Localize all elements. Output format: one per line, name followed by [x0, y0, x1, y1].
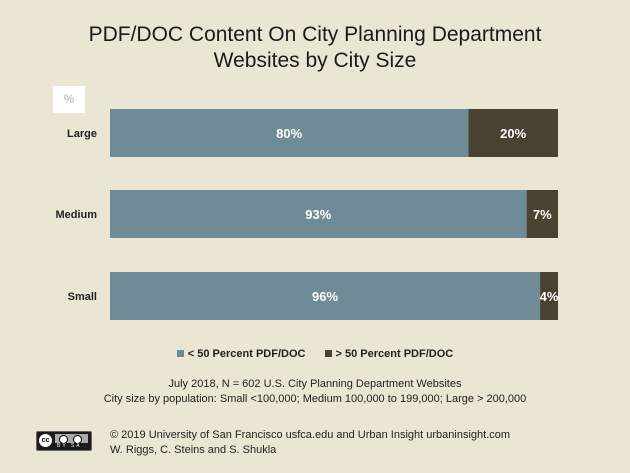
footer: © 2019 University of San Francisco usfca…: [110, 428, 510, 458]
footer-line-2: W. Riggs, C. Steins and S. Shukla: [110, 444, 277, 456]
legend-item-high: > 50 Percent PDF/DOC: [324, 348, 454, 360]
unit-label: %: [53, 86, 85, 113]
legend-swatch-low: [176, 350, 184, 357]
chart-notes: July 2018, N = 602 U.S. City Planning De…: [0, 377, 630, 407]
sa-icon: [73, 435, 82, 444]
data-label-large-series-1: 20%: [500, 126, 526, 141]
legend-swatch-high: [324, 350, 332, 357]
chart-title-line-1: PDF/DOC Content On City Planning Departm…: [88, 23, 542, 46]
bar-medium-series-1: [526, 190, 558, 238]
cc-mark: cc: [39, 434, 52, 447]
data-label-small-series-1: 4%: [540, 289, 559, 304]
chart-title: PDF/DOC Content On City Planning Departm…: [0, 22, 630, 74]
bar-small-series-1: [540, 272, 558, 320]
bar-medium-series-0: [110, 190, 527, 238]
chart-title-line-2: Websites by City Size: [213, 49, 417, 72]
bar-large-series-1: [468, 109, 558, 157]
by-icon: [59, 435, 68, 444]
bar-small-series-0: [110, 272, 541, 320]
bar-large-series-0: [110, 109, 469, 157]
category-label-small: Small: [68, 291, 97, 303]
legend-label-low: < 50 Percent PDF/DOC: [187, 348, 306, 360]
category-label-medium: Medium: [55, 209, 97, 221]
data-label-medium-series-1: 7%: [533, 207, 552, 222]
data-label-small-series-0: 96%: [312, 289, 338, 304]
data-label-large-series-0: 80%: [276, 126, 302, 141]
license-label: BY SA: [57, 443, 82, 449]
creative-commons-icon: cc BY SA: [36, 431, 92, 451]
cc-strip: [55, 434, 88, 443]
legend: < 50 Percent PDF/DOC > 50 Percent PDF/DO…: [0, 348, 630, 360]
category-label-large: Large: [67, 128, 97, 140]
legend-item-low: < 50 Percent PDF/DOC: [176, 348, 306, 360]
note-line-2: City size by population: Small <100,000;…: [103, 393, 527, 405]
footer-line-1: © 2019 University of San Francisco usfca…: [110, 429, 511, 441]
data-label-medium-series-0: 93%: [305, 207, 331, 222]
note-line-1: July 2018, N = 602 U.S. City Planning De…: [168, 378, 462, 390]
legend-label-high: > 50 Percent PDF/DOC: [335, 348, 454, 360]
